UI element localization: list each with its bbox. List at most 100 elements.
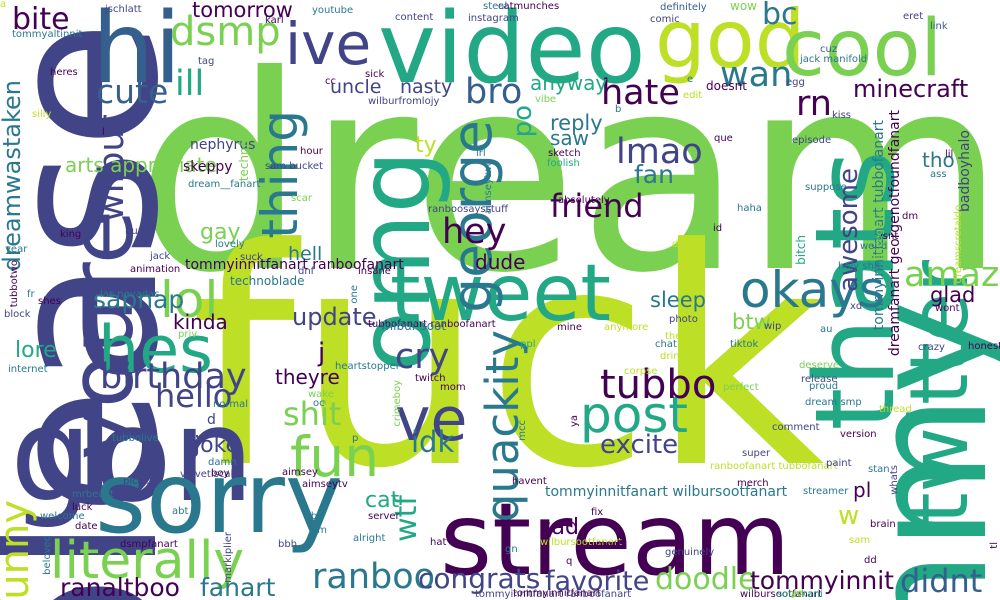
- cloud-word: que: [714, 133, 733, 144]
- cloud-word: kiss: [832, 110, 851, 121]
- cloud-word: version: [840, 429, 877, 440]
- cloud-word: wont: [935, 303, 960, 314]
- cloud-word: twitch: [415, 373, 446, 384]
- cloud-word: cool: [782, 4, 942, 94]
- cloud-word: p: [352, 433, 359, 444]
- cloud-word: idk: [411, 425, 455, 459]
- cloud-word: link: [930, 21, 948, 32]
- cloud-word: uncle: [330, 76, 382, 98]
- cloud-word: gon: [10, 379, 255, 531]
- cloud-word: proud: [809, 381, 839, 392]
- cloud-word: ppl: [520, 339, 536, 350]
- cloud-word: theyre: [275, 365, 340, 389]
- cloud-word: sketch: [548, 148, 581, 159]
- cloud-word: suppose: [805, 182, 847, 193]
- cloud-word: thread: [879, 404, 912, 415]
- cloud-word: technoblade: [230, 274, 305, 288]
- cloud-word: super: [742, 448, 771, 459]
- cloud-word: isnt: [880, 231, 899, 242]
- cloud-word: beloved: [42, 535, 53, 575]
- cloud-word: excite: [600, 430, 679, 460]
- cloud-word: silly: [32, 109, 52, 120]
- cloud-word: king: [60, 229, 82, 240]
- cloud-word: tommyinnitfanart ranboofanart: [185, 257, 404, 273]
- cloud-word: didnt: [900, 562, 983, 600]
- cloud-word: heartstopper: [335, 361, 400, 372]
- cloud-word: karl: [265, 15, 284, 26]
- cloud-word: dream smp: [805, 397, 862, 408]
- cloud-word: ive: [285, 10, 372, 78]
- cloud-word: video: [378, 0, 646, 106]
- cloud-word: day: [672, 239, 691, 250]
- cloud-word: whats: [889, 465, 900, 495]
- cloud-word: block: [4, 309, 31, 320]
- cloud-word: tiktok: [730, 339, 759, 350]
- cloud-word: hat: [430, 537, 447, 548]
- cloud-word: stream: [440, 481, 791, 598]
- cloud-word: congrats: [418, 562, 541, 595]
- cloud-word: damn: [208, 457, 237, 468]
- cloud-word: btw: [732, 310, 771, 334]
- cloud-word: jack manifold: [800, 54, 868, 65]
- cloud-word: fr: [27, 289, 35, 300]
- cloud-word: foolish: [547, 158, 580, 169]
- cloud-word: doodle: [655, 562, 757, 597]
- cloud-word: picckl: [123, 476, 152, 487]
- cloud-word: sapnap: [93, 285, 185, 314]
- cloud-word: reply: [550, 111, 603, 135]
- cloud-word: bite: [12, 2, 70, 37]
- cloud-word: anymore: [604, 322, 649, 333]
- cloud-word: favorite: [545, 566, 650, 597]
- cloud-word: tbh: [307, 511, 324, 522]
- cloud-word: b: [615, 104, 622, 115]
- cloud-word: wilbursootfanart: [540, 537, 623, 548]
- cloud-word: las nevadas: [100, 289, 160, 300]
- cloud-word: sleep: [650, 288, 706, 312]
- cloud-word: hell: [288, 243, 323, 265]
- cloud-word: genuinely: [665, 547, 715, 558]
- cloud-word: mrbeast: [72, 489, 114, 500]
- cloud-word: streamer: [803, 486, 849, 497]
- cloud-word: velvetiscake: [180, 469, 243, 480]
- cloud-word: sick: [365, 69, 385, 80]
- cloud-word: q: [566, 556, 573, 567]
- cloud-word: gn: [505, 544, 518, 555]
- cloud-word: skeppy: [183, 159, 233, 175]
- cloud-word: arts appreciate: [65, 153, 217, 177]
- cloud-word: markiplier: [223, 532, 234, 583]
- cloud-word: dreamwastaken: [0, 80, 26, 272]
- cloud-word: po: [508, 105, 538, 138]
- cloud-word: internet: [8, 364, 48, 375]
- cloud-word: edit: [683, 90, 703, 101]
- cloud-word: kinda: [173, 310, 228, 334]
- cloud-word: sm: [312, 525, 327, 536]
- cloud-word: sad: [540, 515, 579, 540]
- cloud-word: glad: [930, 283, 976, 307]
- cloud-word: definitely: [660, 2, 707, 13]
- cloud-word: content: [395, 12, 434, 23]
- cloud-word: wake: [308, 389, 334, 400]
- cloud-word: wilburfromlojy: [368, 96, 440, 107]
- cloud-word: vibe: [535, 94, 557, 105]
- cloud-word: ass: [930, 169, 947, 180]
- cloud-word: dsmp: [170, 9, 281, 55]
- cloud-word: tho: [922, 148, 955, 172]
- cloud-word: yo: [791, 588, 804, 599]
- cloud-word: techno: [237, 140, 251, 182]
- cloud-word: xd: [850, 301, 863, 312]
- cloud-word: joke: [194, 433, 240, 458]
- cloud-word: w: [838, 501, 860, 531]
- cloud-word: egg: [786, 77, 805, 88]
- cloud-word: havent: [512, 476, 547, 487]
- cloud-word: e: [687, 74, 694, 85]
- cloud-word: photo: [669, 314, 698, 325]
- cloud-word: drink: [660, 351, 686, 362]
- cloud-word: bbh: [278, 539, 298, 550]
- cloud-word: minecraft: [853, 75, 969, 103]
- cloud-word: dude: [475, 250, 526, 274]
- cloud-word: episode: [792, 135, 832, 146]
- cloud-word: tommyinnit: [750, 566, 894, 595]
- cloud-word: dnf: [298, 266, 315, 277]
- cloud-word: cuz: [820, 44, 838, 55]
